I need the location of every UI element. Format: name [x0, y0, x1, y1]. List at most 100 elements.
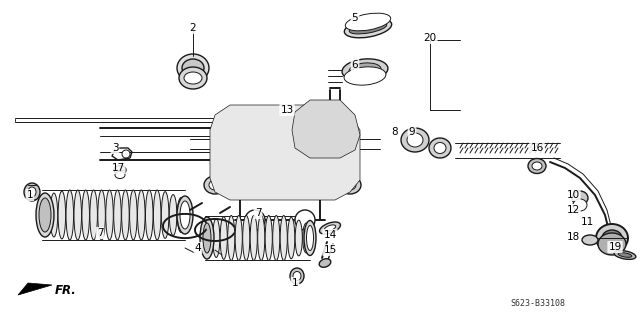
Ellipse shape	[39, 198, 51, 232]
Ellipse shape	[177, 196, 193, 234]
Ellipse shape	[36, 193, 54, 237]
Ellipse shape	[307, 226, 314, 250]
Ellipse shape	[24, 183, 40, 201]
Ellipse shape	[106, 190, 113, 240]
Text: 7: 7	[97, 228, 103, 238]
Text: 10: 10	[566, 190, 580, 200]
Ellipse shape	[280, 216, 287, 261]
Ellipse shape	[344, 180, 356, 190]
Text: 8: 8	[392, 127, 398, 137]
Text: 2: 2	[189, 23, 196, 33]
Ellipse shape	[235, 216, 243, 261]
Ellipse shape	[429, 138, 451, 158]
Ellipse shape	[304, 220, 316, 256]
Ellipse shape	[182, 59, 204, 77]
Ellipse shape	[324, 225, 336, 231]
Text: 9: 9	[409, 127, 415, 137]
Ellipse shape	[138, 190, 145, 240]
Ellipse shape	[614, 251, 636, 259]
Ellipse shape	[319, 222, 340, 234]
Ellipse shape	[58, 191, 66, 239]
Text: 12: 12	[566, 205, 580, 215]
Ellipse shape	[42, 195, 50, 235]
Circle shape	[295, 210, 315, 230]
Text: 5: 5	[352, 13, 358, 23]
Ellipse shape	[434, 143, 446, 153]
Ellipse shape	[154, 190, 161, 240]
Ellipse shape	[290, 268, 304, 284]
Ellipse shape	[177, 54, 209, 82]
Circle shape	[122, 150, 130, 158]
Ellipse shape	[582, 235, 598, 245]
Ellipse shape	[114, 166, 126, 174]
Ellipse shape	[170, 195, 177, 235]
Ellipse shape	[122, 190, 129, 240]
Text: 6: 6	[352, 60, 358, 70]
Ellipse shape	[602, 230, 622, 246]
Ellipse shape	[74, 190, 81, 240]
Ellipse shape	[179, 67, 207, 89]
Ellipse shape	[288, 217, 295, 259]
Polygon shape	[18, 283, 52, 295]
Text: 17: 17	[111, 163, 125, 173]
Text: 19: 19	[609, 242, 621, 252]
Ellipse shape	[344, 18, 392, 38]
Ellipse shape	[115, 172, 125, 179]
Ellipse shape	[50, 193, 58, 237]
Ellipse shape	[177, 197, 185, 233]
Ellipse shape	[293, 271, 301, 280]
Ellipse shape	[528, 159, 546, 174]
Ellipse shape	[200, 217, 214, 259]
Polygon shape	[292, 100, 360, 158]
Ellipse shape	[209, 180, 221, 190]
Text: 18: 18	[566, 232, 580, 242]
Ellipse shape	[205, 220, 212, 256]
Ellipse shape	[265, 216, 272, 261]
Ellipse shape	[339, 176, 361, 194]
Text: S623-B33108: S623-B33108	[510, 299, 565, 308]
Ellipse shape	[349, 63, 381, 77]
Ellipse shape	[346, 13, 390, 31]
Ellipse shape	[344, 67, 386, 85]
Ellipse shape	[349, 22, 387, 34]
Text: 3: 3	[112, 143, 118, 153]
Text: FR.: FR.	[55, 284, 77, 296]
Text: 20: 20	[424, 33, 436, 43]
Ellipse shape	[243, 216, 250, 261]
Ellipse shape	[273, 216, 280, 261]
Ellipse shape	[145, 190, 153, 240]
Text: 4: 4	[195, 243, 202, 253]
Circle shape	[245, 210, 265, 230]
Ellipse shape	[82, 190, 90, 240]
Ellipse shape	[204, 176, 226, 194]
Ellipse shape	[407, 133, 423, 147]
Ellipse shape	[180, 201, 190, 229]
Ellipse shape	[258, 216, 265, 261]
Ellipse shape	[303, 223, 310, 253]
Polygon shape	[210, 105, 360, 200]
Ellipse shape	[220, 217, 227, 259]
Ellipse shape	[184, 72, 202, 84]
Text: 16: 16	[531, 143, 543, 153]
Ellipse shape	[319, 259, 331, 267]
Ellipse shape	[129, 190, 137, 240]
Text: 15: 15	[323, 245, 337, 255]
Ellipse shape	[532, 162, 542, 170]
Text: 1: 1	[27, 190, 33, 200]
Ellipse shape	[250, 216, 257, 261]
Ellipse shape	[573, 199, 587, 211]
Ellipse shape	[572, 191, 588, 205]
Text: 11: 11	[580, 217, 594, 227]
Ellipse shape	[212, 219, 220, 257]
Text: 7: 7	[255, 208, 261, 218]
Ellipse shape	[618, 253, 632, 257]
Ellipse shape	[342, 59, 388, 81]
Ellipse shape	[598, 233, 626, 255]
Ellipse shape	[295, 220, 302, 256]
Text: 13: 13	[280, 105, 294, 115]
Ellipse shape	[98, 190, 106, 240]
Ellipse shape	[28, 187, 36, 197]
Ellipse shape	[203, 223, 211, 253]
Ellipse shape	[114, 190, 121, 240]
Ellipse shape	[161, 192, 169, 238]
